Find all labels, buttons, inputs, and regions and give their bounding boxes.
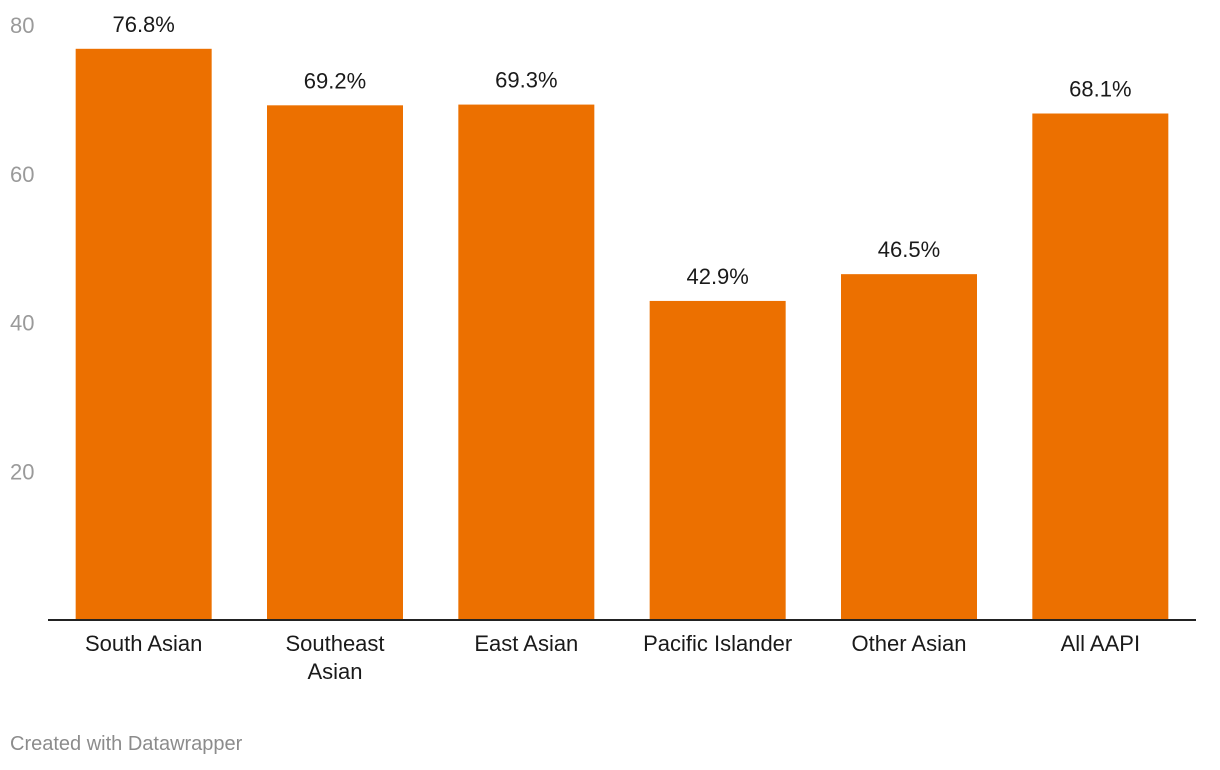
x-category-label: Pacific Islander — [643, 631, 792, 656]
bar-value-label: 46.5% — [878, 237, 940, 262]
bar — [841, 274, 977, 620]
bar-value-label: 69.2% — [304, 68, 366, 93]
bar-value-label: 76.8% — [112, 12, 174, 37]
y-tick-label: 20 — [10, 459, 34, 484]
x-category-label: East Asian — [474, 631, 578, 656]
y-tick-label: 80 — [10, 13, 34, 38]
bar-chart: 20 40 60 80 76.8% South Asian 69.2% Southeast As… — [10, 12, 1196, 684]
x-category-label: All AAPI — [1061, 631, 1140, 656]
y-tick-label: 40 — [10, 311, 34, 336]
x-category-label: Southeast Asian — [285, 631, 384, 684]
bar-value-label: 68.1% — [1069, 77, 1131, 102]
x-category-label: Other Asian — [852, 631, 967, 656]
bar — [75, 48, 212, 621]
bar — [267, 105, 403, 620]
x-category-label: South Asian — [85, 631, 202, 656]
y-tick-label: 60 — [10, 162, 34, 187]
bar — [1032, 113, 1169, 620]
bar — [458, 104, 595, 621]
bar-value-label: 69.3% — [495, 68, 557, 93]
bar — [649, 300, 786, 620]
bar-value-label: 42.9% — [686, 264, 748, 289]
footer-credit: Created with Datawrapper — [10, 733, 243, 755]
